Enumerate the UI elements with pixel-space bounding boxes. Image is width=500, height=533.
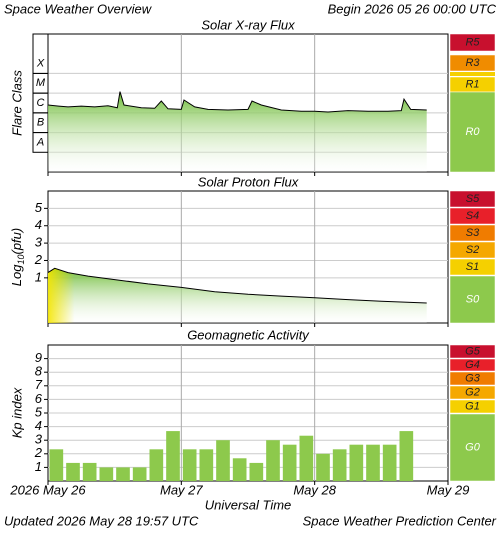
scale-band xyxy=(450,72,495,76)
scale-label: S3 xyxy=(466,227,480,239)
scale-box xyxy=(449,33,496,52)
bar xyxy=(232,458,247,481)
scale-box xyxy=(449,54,496,72)
y-tick-label: C xyxy=(37,97,45,109)
x-tick-label: May 29 xyxy=(427,482,470,497)
bar xyxy=(149,449,164,481)
y-tick-label: 5 xyxy=(35,200,43,215)
scale-label: R5 xyxy=(465,36,480,48)
bar xyxy=(282,444,297,481)
bar xyxy=(199,449,214,481)
y-tick-label: 8 xyxy=(35,364,43,379)
page-title: Space Weather Overview xyxy=(4,1,153,16)
y-tick-label: 7 xyxy=(35,377,43,392)
scale-box xyxy=(449,275,496,324)
bar xyxy=(249,462,264,481)
y-axis-label-sub: 10 xyxy=(16,255,26,265)
scale-label: G5 xyxy=(465,345,481,357)
x-tick-label: 2026 May 26 xyxy=(9,482,86,497)
scale-box xyxy=(449,91,496,173)
y-tick-label: B xyxy=(37,117,44,129)
bar xyxy=(349,444,364,481)
scale-box xyxy=(449,207,496,225)
y-tick-label: 1 xyxy=(35,459,42,474)
scale-box xyxy=(449,358,496,372)
scale-label: G1 xyxy=(465,400,480,412)
area-highlight xyxy=(48,268,427,323)
scale-box xyxy=(449,224,496,242)
area xyxy=(48,91,427,172)
scale-box xyxy=(449,190,496,208)
y-tick-label: 1 xyxy=(35,269,42,284)
bar xyxy=(366,444,380,481)
bar xyxy=(399,431,414,481)
scale-label: S5 xyxy=(466,193,480,205)
scale-box xyxy=(449,258,496,276)
y-tick-label: 5 xyxy=(35,404,43,419)
y-tick-label: 9 xyxy=(35,350,42,365)
bar xyxy=(82,462,97,481)
panel-title: Solar X-ray Flux xyxy=(201,17,295,32)
scale-box xyxy=(449,344,496,359)
panel-title: Solar Proton Flux xyxy=(198,174,299,189)
source: Space Weather Prediction Center xyxy=(303,513,497,528)
y-tick-label: 3 xyxy=(35,235,43,250)
bar xyxy=(99,467,114,481)
bar xyxy=(49,449,64,481)
scale-label: G0 xyxy=(465,441,481,453)
begin-time: Begin 2026 05 26 00:00 UTC xyxy=(328,1,497,16)
y-tick-label: X xyxy=(36,57,45,69)
y-tick-label: A xyxy=(36,136,44,148)
bar xyxy=(316,453,330,481)
y-tick-label: 4 xyxy=(35,217,42,232)
bar xyxy=(66,462,80,481)
scale-box xyxy=(449,241,496,259)
scale-box xyxy=(449,385,496,400)
bar xyxy=(116,467,130,481)
scale-label: S0 xyxy=(466,293,480,305)
scale-label: R3 xyxy=(465,57,480,69)
bar xyxy=(332,449,347,481)
scale-label: G3 xyxy=(465,372,481,384)
scale-label: R0 xyxy=(465,126,480,138)
scale-label: S1 xyxy=(466,261,479,273)
y-tick-label: M xyxy=(36,77,46,89)
scale-label: G2 xyxy=(465,386,480,398)
y-axis-label-rest: (pfu) xyxy=(9,228,24,255)
bar xyxy=(266,440,280,481)
scale-label: G4 xyxy=(465,359,480,371)
scale-box xyxy=(449,399,496,414)
y-axis-label: Kp index xyxy=(9,387,24,438)
scale-label: S4 xyxy=(466,210,479,222)
bar xyxy=(166,431,180,481)
y-tick-label: 2 xyxy=(34,252,43,267)
scale-label: R1 xyxy=(465,78,479,90)
x-tick-label: May 27 xyxy=(160,482,203,497)
scale-label: S2 xyxy=(466,244,479,256)
bar xyxy=(382,444,397,481)
y-axis-label-base: Log xyxy=(9,264,24,286)
y-tick-label: 2 xyxy=(34,445,43,460)
line xyxy=(47,91,427,113)
y-tick-label: 6 xyxy=(35,391,43,406)
y-tick-label: 3 xyxy=(35,432,43,447)
x-tick-label: May 28 xyxy=(293,482,336,497)
y-tick-label: 4 xyxy=(35,418,42,433)
bar xyxy=(182,449,197,481)
y-axis-label: Flare Class xyxy=(9,70,24,136)
x-axis-label: Universal Time xyxy=(205,497,292,512)
bar xyxy=(132,467,147,481)
bar xyxy=(299,435,314,481)
bar xyxy=(216,440,230,481)
scale-box xyxy=(449,371,496,386)
panel-title: Geomagnetic Activity xyxy=(187,327,310,342)
scale-box xyxy=(449,413,496,482)
y-axis-label: Log10(pfu) xyxy=(9,228,26,286)
updated-time: Updated 2026 May 28 19:57 UTC xyxy=(4,513,199,528)
line xyxy=(47,267,427,304)
tick-box xyxy=(32,33,49,74)
